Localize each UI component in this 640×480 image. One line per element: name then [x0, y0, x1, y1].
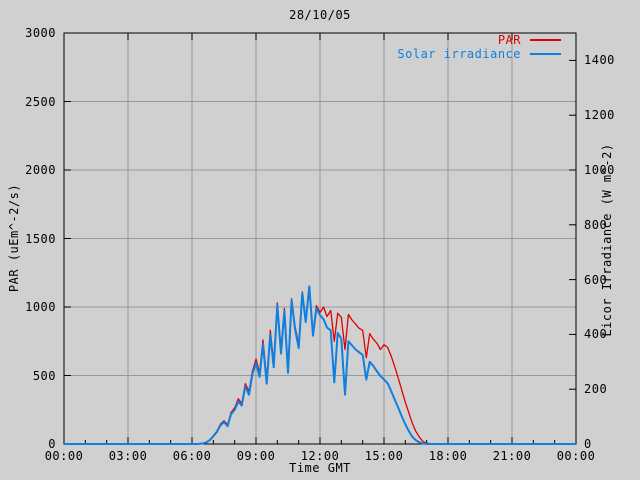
y-left-tick-label: 1500 — [25, 231, 56, 246]
y-right-tick-label: 800 — [584, 217, 608, 232]
y-right-tick-label: 600 — [584, 272, 608, 287]
y-right-tick-label: 200 — [584, 382, 608, 397]
x-tick-label: 21:00 — [492, 449, 532, 463]
solar-legend-line — [530, 53, 561, 55]
y-right-tick-label: 400 — [584, 327, 608, 342]
par-legend-line — [530, 39, 561, 41]
y-left-tick-label: 2000 — [25, 163, 56, 177]
par-legend-label: PAR — [497, 33, 521, 47]
y-left-tick-label: 500 — [32, 368, 56, 383]
x-axis-title: Time GMT — [289, 461, 351, 475]
y-left-tick-label: 0 — [48, 437, 56, 451]
legend-row-solar: Solar irradiance — [280, 47, 561, 61]
solar-series-line — [64, 285, 576, 445]
y-right-tick-label: 0 — [584, 437, 592, 451]
legend-row-par: PAR — [280, 33, 561, 47]
y-right-tick-label: 1400 — [584, 53, 615, 68]
solar-legend-label: Solar irradiance — [397, 47, 521, 61]
y-right-tick-label: 1000 — [584, 163, 615, 177]
legend: PAR Solar irradiance — [280, 33, 561, 61]
y-left-tick-label: 2500 — [25, 94, 56, 109]
chart-title: 28/10/05 — [289, 8, 351, 22]
x-tick-label: 00:00 — [44, 449, 84, 463]
x-tick-label: 03:00 — [108, 449, 148, 463]
x-tick-label: 15:00 — [364, 449, 404, 463]
x-tick-label: 09:00 — [236, 449, 276, 463]
x-tick-label: 06:00 — [172, 449, 212, 463]
y-left-tick-label: 1000 — [25, 300, 56, 314]
x-tick-label: 18:00 — [428, 449, 468, 463]
y-right-tick-label: 1200 — [584, 108, 615, 123]
y-left-tick-label: 3000 — [25, 26, 56, 40]
x-tick-label: 00:00 — [556, 449, 596, 463]
x-tick-label: 12:00 — [300, 449, 340, 463]
